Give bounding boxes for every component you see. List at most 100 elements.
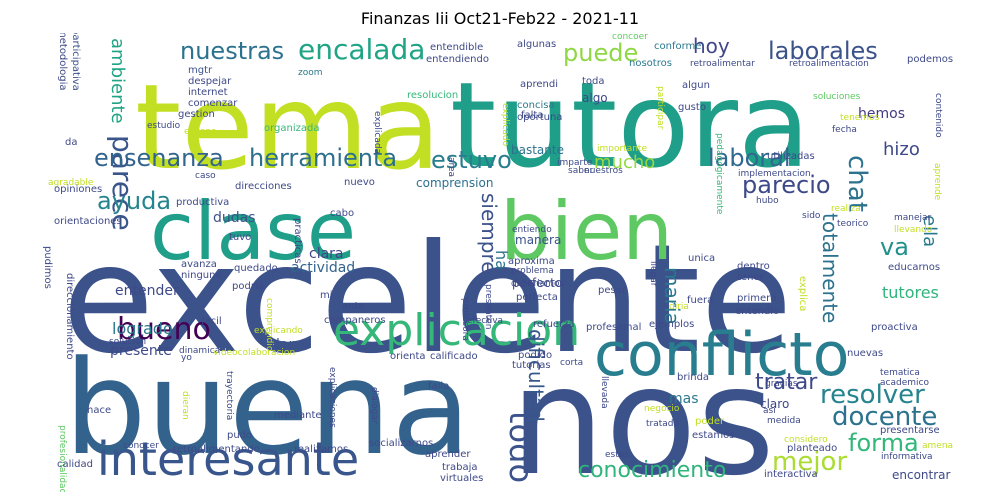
cloud-word-diria: diria xyxy=(669,302,689,312)
cloud-word-algunas: algunas xyxy=(517,39,556,50)
cloud-word-aproxima: aproxima xyxy=(508,256,555,267)
cloud-word-socializarnos: socializarnos xyxy=(369,438,433,449)
cloud-word-tratado: tratado xyxy=(646,419,680,429)
cloud-word-mi: mi xyxy=(320,290,333,301)
cloud-word-explicada: explicada xyxy=(372,111,382,154)
cloud-word-importante: importante xyxy=(597,144,647,154)
cloud-word-hubo: hubo xyxy=(756,196,779,206)
cloud-word-saber: saber xyxy=(568,166,593,176)
cloud-word-retroalimentar: retroalimentar xyxy=(690,59,755,69)
cloud-word-puede: puede xyxy=(563,39,638,67)
cloud-word-explicando: explicando xyxy=(254,326,303,336)
cloud-word-nuestros: nuestros xyxy=(584,166,623,176)
cloud-word-claro: claro xyxy=(760,397,789,411)
cloud-word-yo: yo xyxy=(181,353,192,363)
cloud-word-todo: todo xyxy=(502,411,540,483)
cloud-word-calidad: calidad xyxy=(57,459,93,470)
cloud-word-perfecto: perfecto xyxy=(512,276,562,290)
cloud-word-excelente: excelente xyxy=(62,213,793,387)
cloud-word-algo: algo xyxy=(582,91,608,105)
cloud-word-gracias: gracias xyxy=(765,379,798,389)
cloud-word-sido: sido xyxy=(802,211,821,221)
cloud-word-participativa: participativa xyxy=(70,33,81,91)
cloud-word-docente: docente xyxy=(832,402,937,432)
cloud-word-corta: corta xyxy=(560,358,583,368)
cloud-word-dentro: dentro xyxy=(737,261,770,272)
cloud-word-planteado: planteado xyxy=(787,443,837,454)
cloud-word-medida: medida xyxy=(767,416,801,426)
cloud-word-ayuda: ayuda xyxy=(97,187,171,215)
cloud-word-utilizadas: utilizadas xyxy=(767,151,815,162)
cloud-word-nosotros: nosotros xyxy=(629,58,672,69)
cloud-word-despejar: despejar xyxy=(188,76,232,87)
cloud-word-entendio: entendio xyxy=(735,306,779,317)
cloud-word-profesional: profesional xyxy=(586,322,641,333)
cloud-word-caso: caso xyxy=(195,171,216,181)
cloud-word-perfecta: perfecta xyxy=(516,292,558,303)
cloud-word-entendible: entendible xyxy=(430,42,483,53)
cloud-word-amena: amena xyxy=(922,441,953,451)
cloud-word-estuvo: estuvo xyxy=(431,146,512,174)
cloud-word-entendiendo: entendiendo xyxy=(426,54,489,65)
cloud-word-llegar: llegar xyxy=(648,261,658,287)
cloud-word-tematica: tematica xyxy=(880,368,920,378)
cloud-word-podria: podria xyxy=(232,281,264,292)
cloud-word-explicaciones: explicaciones xyxy=(327,367,337,428)
cloud-word-mucho: mucho xyxy=(594,152,655,173)
cloud-word-nuevo: nuevo xyxy=(344,177,375,188)
cloud-word-problema: problema xyxy=(511,266,554,276)
cloud-word-profesionalidad: profesionalidad xyxy=(57,425,67,492)
cloud-word-retroalimentando: retroalimentando xyxy=(173,444,260,455)
cloud-word-siempre: siempre xyxy=(477,193,501,274)
cloud-word-fuera: fuera xyxy=(687,295,713,306)
cloud-word-internet: internet xyxy=(188,87,228,98)
cloud-word-implementacion: implementacion xyxy=(738,169,811,179)
cloud-word-ambiente: ambiente xyxy=(107,38,128,124)
cloud-word-metodologia: metodologia xyxy=(57,33,68,91)
cloud-word-considero: considero xyxy=(784,435,828,445)
cloud-word-actividad: actividad xyxy=(291,260,355,276)
cloud-word-orientaciones: orientaciones xyxy=(54,216,122,227)
cloud-word-negocio: negocio xyxy=(644,404,680,414)
cloud-word-estas: estas xyxy=(605,450,629,460)
cloud-word-facil: facil xyxy=(201,316,222,327)
cloud-word-mas: mas xyxy=(669,391,699,407)
cloud-word-avanza: avanza xyxy=(181,259,217,270)
cloud-word-productiva: productiva xyxy=(176,197,229,208)
cloud-word-companeros: companeros xyxy=(324,315,386,326)
cloud-word-ha: ha xyxy=(492,250,511,270)
cloud-word-hoy: hoy xyxy=(693,34,730,58)
cloud-word-parece: parece xyxy=(106,135,139,231)
cloud-word-herramienta: herramienta xyxy=(249,144,397,172)
cloud-word-oportuna: oportuna xyxy=(517,112,562,123)
cloud-word-poder: poder xyxy=(695,416,725,427)
cloud-word-chat: chat xyxy=(842,155,872,212)
cloud-word-ninguna: ninguna xyxy=(181,270,222,281)
cloud-word-gestion: gestion xyxy=(178,109,215,120)
cloud-word-dinamica: dinamica xyxy=(179,346,220,356)
cloud-word-quedado: quedado xyxy=(234,263,278,274)
cloud-word-bien: bien xyxy=(500,185,673,278)
cloud-word-toda: toda xyxy=(582,76,605,87)
cloud-word-tratar: tratar xyxy=(755,370,818,395)
cloud-word-agradable: agradable xyxy=(48,178,94,188)
cloud-word-parecio: parecio xyxy=(742,171,831,199)
cloud-word-concisa: concisa xyxy=(517,100,555,111)
cloud-word-gusto: gusto xyxy=(678,102,706,113)
cloud-word-comprendio: comprendio xyxy=(264,298,274,352)
cloud-word-presente: presente xyxy=(110,343,172,359)
cloud-word-va: va xyxy=(880,233,909,261)
cloud-word-fecha: fecha xyxy=(832,125,857,135)
cloud-word-mediante: mediante xyxy=(274,410,322,421)
cloud-word-soluciones: soluciones xyxy=(813,92,861,102)
cloud-word-podemos: podemos xyxy=(907,54,953,65)
cloud-word-comenzar: comenzar xyxy=(188,98,238,109)
cloud-word-profesora: profesora xyxy=(460,298,470,341)
cloud-word-manejar: manejar xyxy=(894,213,932,223)
cloud-word-conforme: conforme xyxy=(654,41,701,52)
cloud-word-ante: ante xyxy=(342,301,365,312)
cloud-word-resolucion: resolucion xyxy=(407,90,458,101)
cloud-word-realiza: realiza xyxy=(831,204,861,214)
cloud-word-virtuales: virtuales xyxy=(440,473,483,484)
